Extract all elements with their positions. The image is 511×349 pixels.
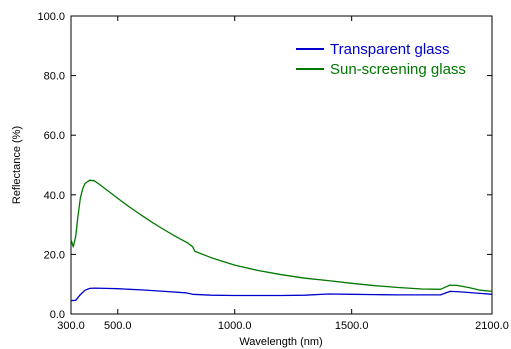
y-axis-ticks: 0.0 20.0 40.0 60.0 80.0 100.0: [37, 11, 492, 321]
legend-label: Sun-screening glass: [330, 61, 466, 78]
y-axis-title: Reflectance (%): [11, 126, 23, 204]
plot-frame: [70, 15, 493, 315]
series-line-transparent-glass: [70, 287, 493, 302]
x-tick-label: 1000.0: [218, 320, 252, 332]
x-tick-label: 500.0: [104, 320, 132, 332]
series-layer: [70, 179, 493, 302]
x-tick-label: 2100.0: [475, 320, 509, 332]
y-tick-label: 40.0: [44, 190, 65, 202]
x-tick-label: 1500.0: [335, 320, 369, 332]
y-tick-label: 20.0: [44, 249, 65, 261]
legend-label: Transparent glass: [330, 41, 450, 58]
x-axis-ticks: 300.0 500.0 1000.0 1500.0 2100.0: [57, 16, 509, 332]
x-axis-title: Wavelength (nm): [239, 336, 322, 348]
y-tick-label: 80.0: [44, 71, 65, 83]
series-line-sun-screening-glass: [70, 179, 493, 293]
y-tick-label: 60.0: [44, 130, 65, 142]
y-tick-label: 100.0: [37, 11, 65, 23]
legend: Transparent glass Sun-screening glass: [296, 41, 466, 78]
y-tick-label: 0.0: [50, 309, 65, 321]
x-tick-label: 300.0: [57, 320, 85, 332]
